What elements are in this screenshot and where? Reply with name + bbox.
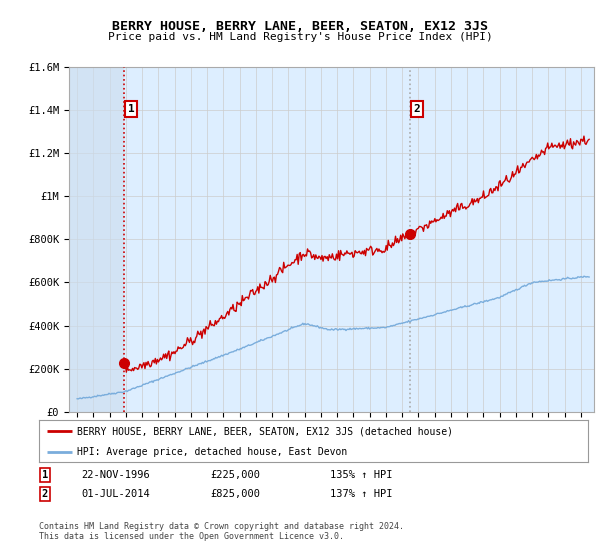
Text: Contains HM Land Registry data © Crown copyright and database right 2024.
This d: Contains HM Land Registry data © Crown c…: [39, 522, 404, 542]
Text: 22-NOV-1996: 22-NOV-1996: [81, 470, 150, 480]
Text: 137% ↑ HPI: 137% ↑ HPI: [330, 489, 392, 499]
Text: 135% ↑ HPI: 135% ↑ HPI: [330, 470, 392, 480]
Text: £225,000: £225,000: [210, 470, 260, 480]
Text: 1: 1: [128, 104, 134, 114]
Text: 2: 2: [42, 489, 48, 499]
Text: 2: 2: [413, 104, 421, 114]
Text: BERRY HOUSE, BERRY LANE, BEER, SEATON, EX12 3JS: BERRY HOUSE, BERRY LANE, BEER, SEATON, E…: [112, 20, 488, 32]
Text: HPI: Average price, detached house, East Devon: HPI: Average price, detached house, East…: [77, 447, 347, 458]
Text: £825,000: £825,000: [210, 489, 260, 499]
Text: BERRY HOUSE, BERRY LANE, BEER, SEATON, EX12 3JS (detached house): BERRY HOUSE, BERRY LANE, BEER, SEATON, E…: [77, 426, 454, 436]
Text: 1: 1: [42, 470, 48, 480]
Text: Price paid vs. HM Land Registry's House Price Index (HPI): Price paid vs. HM Land Registry's House …: [107, 32, 493, 43]
Text: 01-JUL-2014: 01-JUL-2014: [81, 489, 150, 499]
Bar: [69, 67, 124, 412]
